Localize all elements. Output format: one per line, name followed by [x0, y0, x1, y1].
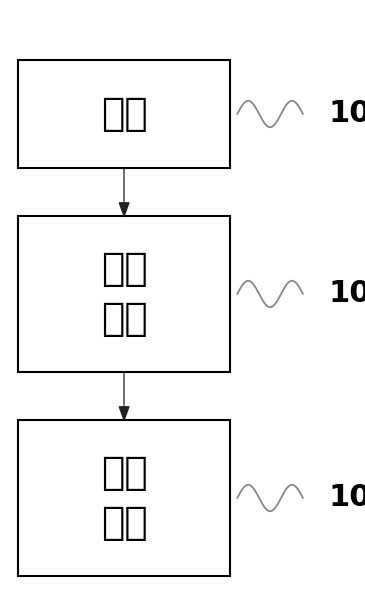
Polygon shape — [119, 407, 129, 420]
Text: 分类
回收: 分类 回收 — [101, 454, 147, 542]
Polygon shape — [119, 203, 129, 216]
Text: 103: 103 — [328, 484, 365, 512]
Text: 离心
分离: 离心 分离 — [101, 250, 147, 338]
Text: 加热: 加热 — [101, 95, 147, 133]
Text: 101: 101 — [328, 100, 365, 128]
Bar — [18, 216, 230, 372]
Bar — [18, 60, 230, 168]
Text: 102: 102 — [328, 280, 365, 308]
Bar — [18, 420, 230, 576]
